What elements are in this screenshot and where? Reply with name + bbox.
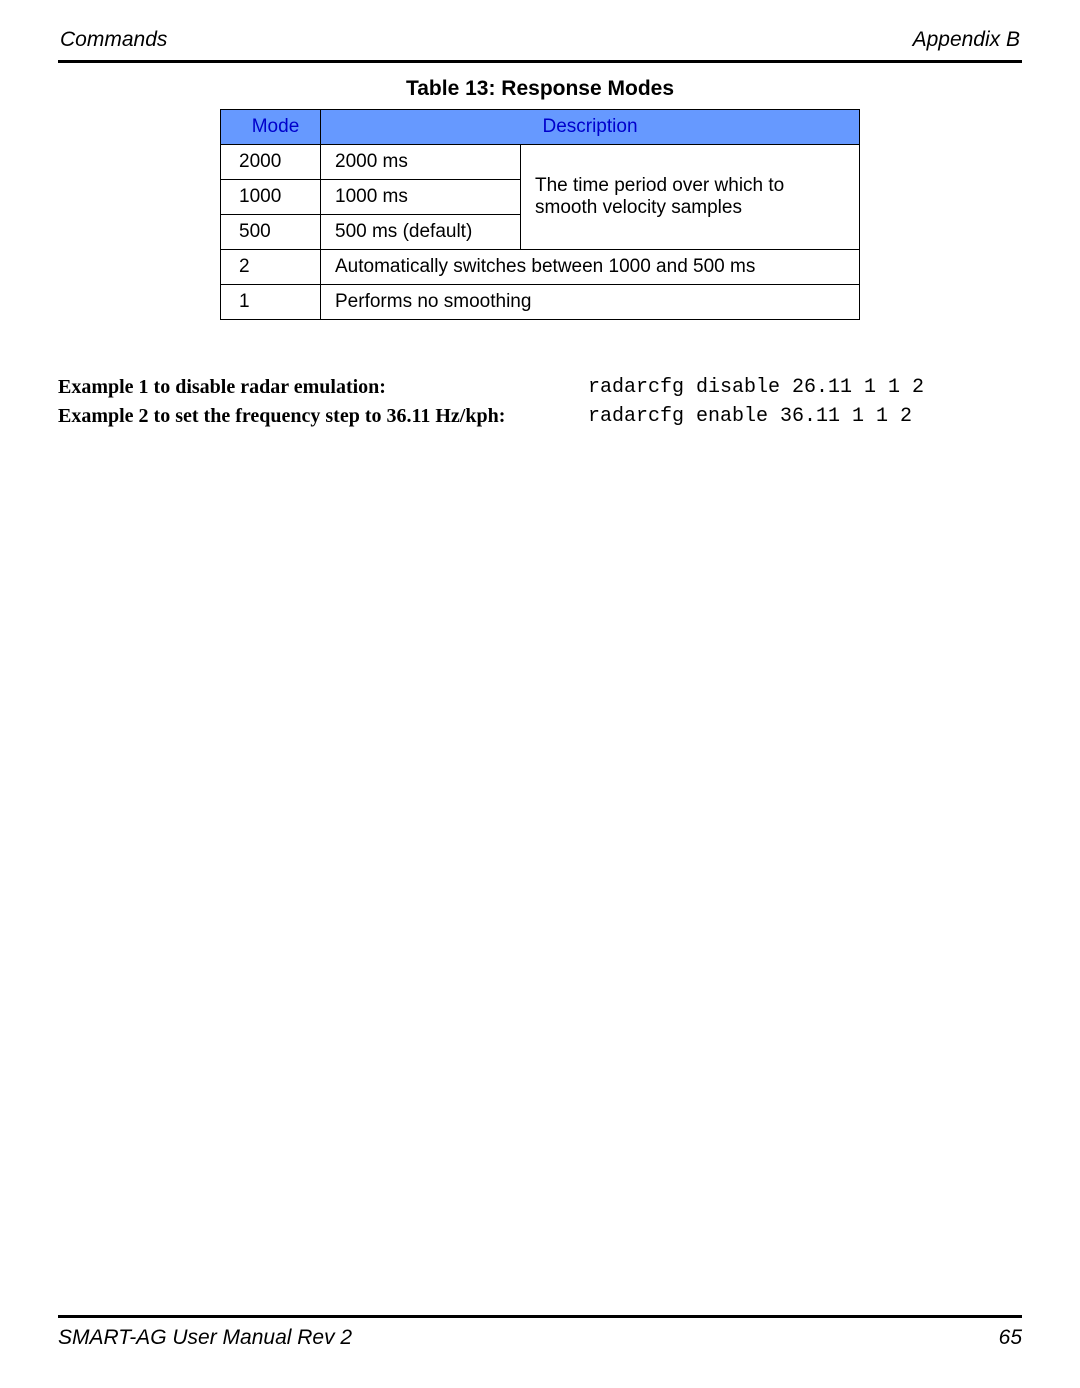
footer-rule (58, 1315, 1022, 1318)
cell-mode: 500 (221, 215, 321, 250)
header-left: Commands (60, 28, 167, 52)
example-label: Example 2 to set the frequency step to 3… (58, 405, 588, 428)
table-row: 2 Automatically switches between 1000 an… (221, 250, 860, 285)
table-header-row: Mode Description (221, 110, 860, 145)
response-modes-table: Mode Description 2000 2000 ms The time p… (220, 109, 860, 320)
table-row: 1 Performs no smoothing (221, 285, 860, 320)
th-mode: Mode (221, 110, 321, 145)
example-row: Example 1 to disable radar emulation: ra… (58, 376, 1022, 399)
example-command: radarcfg enable 36.11 1 1 2 (588, 405, 912, 428)
example-label: Example 1 to disable radar emulation: (58, 376, 588, 399)
cell-mode: 1 (221, 285, 321, 320)
cell-mode: 1000 (221, 180, 321, 215)
example-command: radarcfg disable 26.11 1 1 2 (588, 376, 924, 399)
table-caption: Table 13: Response Modes (58, 77, 1022, 101)
cell-period: 1000 ms (321, 180, 521, 215)
cell-desc: Performs no smoothing (321, 285, 860, 320)
running-head: Commands Appendix B (58, 28, 1022, 58)
cell-period: 500 ms (default) (321, 215, 521, 250)
footer-page-number: 65 (999, 1326, 1022, 1350)
examples-block: Example 1 to disable radar emulation: ra… (58, 376, 1022, 428)
example-row: Example 2 to set the frequency step to 3… (58, 405, 1022, 428)
cell-smoothing-note: The time period over which to smooth vel… (521, 145, 860, 250)
cell-mode: 2000 (221, 145, 321, 180)
cell-mode: 2 (221, 250, 321, 285)
page-footer: SMART-AG User Manual Rev 2 65 (58, 1313, 1022, 1350)
header-right: Appendix B (913, 28, 1020, 52)
th-description: Description (321, 110, 860, 145)
header-rule (58, 60, 1022, 63)
cell-period: 2000 ms (321, 145, 521, 180)
table-row: 2000 2000 ms The time period over which … (221, 145, 860, 180)
cell-desc: Automatically switches between 1000 and … (321, 250, 860, 285)
footer-left: SMART-AG User Manual Rev 2 (58, 1326, 352, 1350)
